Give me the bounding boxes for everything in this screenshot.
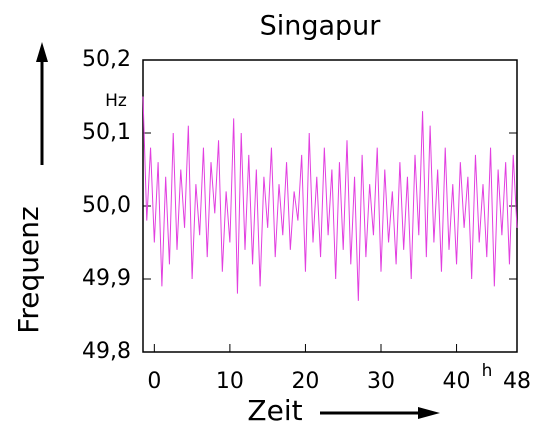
y-unit: Hz (105, 91, 127, 111)
y-tick-label: 50,2 (82, 47, 131, 72)
x-tick-label: 48 (503, 369, 531, 394)
y-arrow-head (36, 42, 48, 62)
x-tick-label: 20 (291, 369, 319, 394)
line-series (142, 96, 518, 301)
x-tick-label: 30 (367, 369, 395, 394)
y-axis-label: Frequenz (12, 206, 45, 333)
y-tick-label: 49,9 (82, 266, 131, 291)
chart-title: Singapur (260, 11, 382, 42)
y-tick-label: 50,0 (82, 193, 131, 218)
x-tick-label: 0 (147, 369, 161, 394)
y-tick-label: 50,1 (82, 120, 131, 145)
x-unit: h (482, 361, 493, 381)
x-tick-label: 40 (443, 369, 471, 394)
y-tick-label: 49,8 (82, 339, 131, 364)
x-arrow-head (418, 407, 440, 419)
x-axis-label: Zeit (247, 394, 302, 427)
x-tick-label: 10 (216, 369, 244, 394)
